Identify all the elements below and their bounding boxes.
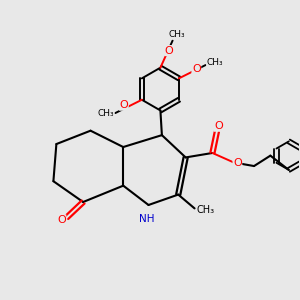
- Text: O: O: [192, 64, 201, 74]
- Text: O: O: [57, 215, 66, 225]
- Text: O: O: [214, 121, 223, 131]
- Text: CH₃: CH₃: [98, 109, 114, 118]
- Text: NH: NH: [139, 214, 155, 224]
- Text: O: O: [119, 100, 128, 110]
- Text: O: O: [233, 158, 242, 168]
- Text: O: O: [165, 46, 173, 56]
- Text: CH₃: CH₃: [207, 58, 223, 67]
- Text: CH₃: CH₃: [169, 30, 185, 39]
- Text: CH₃: CH₃: [197, 205, 215, 215]
